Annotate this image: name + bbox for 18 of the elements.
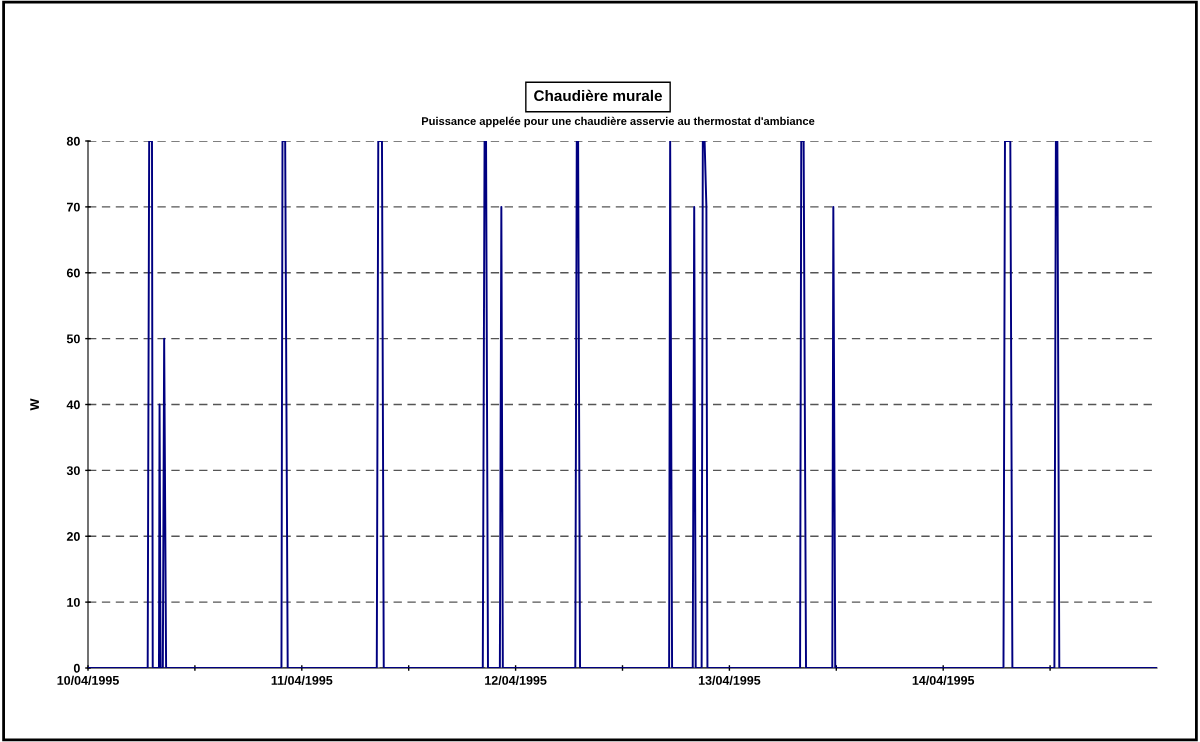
chart-title: Chaudière murale — [534, 89, 663, 102]
x-tick-label: 14/04/1995 — [912, 675, 975, 685]
y-tick-label: 50 — [66, 334, 80, 344]
line-series — [88, 141, 1157, 668]
x-tick-label: 11/04/1995 — [271, 675, 333, 685]
x-tick-label: 10/04/1995 — [57, 675, 119, 685]
chart-subtitle: Puissance appelée pour une chaudière asservie au thermostat d'ambiance — [421, 116, 815, 128]
y-tick-label: 0 — [73, 663, 80, 673]
y-tick-label: 40 — [66, 400, 80, 410]
y-tick-label: 30 — [66, 466, 80, 476]
x-tick-label: 13/04/1995 — [698, 675, 761, 685]
y-tick-label: 70 — [67, 202, 80, 212]
y-tick-label: 60 — [66, 268, 80, 278]
y-axis-title: W — [30, 398, 39, 411]
y-tick-label: 10 — [67, 597, 80, 607]
x-tick-label: 12/04/1995 — [485, 675, 547, 685]
y-tick-label: 80 — [66, 136, 80, 146]
y-tick-label: 20 — [66, 532, 80, 541]
